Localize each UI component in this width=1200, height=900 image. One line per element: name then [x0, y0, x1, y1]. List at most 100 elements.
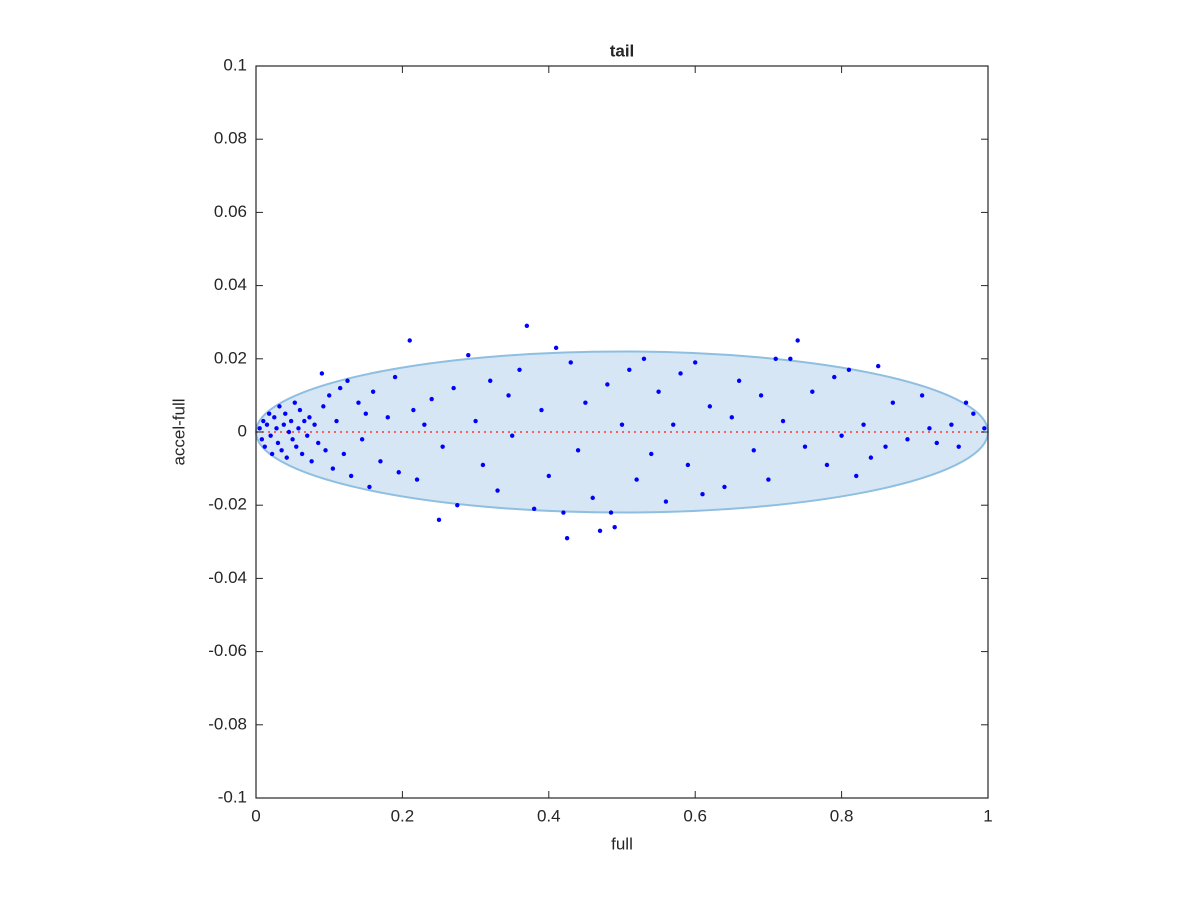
point [795, 338, 800, 343]
y-tick-label: 0.1 [223, 55, 247, 74]
point [288, 418, 294, 424]
point [307, 415, 312, 420]
point [367, 484, 372, 490]
point [286, 429, 292, 435]
point [396, 470, 401, 475]
point [266, 411, 272, 416]
point [531, 506, 537, 512]
point [927, 426, 932, 431]
point [971, 411, 976, 416]
point [334, 418, 339, 424]
point [451, 385, 456, 391]
x-tick-label: 0.2 [391, 806, 415, 825]
point [261, 418, 266, 424]
point [330, 466, 336, 471]
point [296, 426, 301, 431]
point [956, 444, 961, 449]
point [385, 415, 390, 420]
point [824, 462, 830, 468]
point [337, 385, 343, 391]
point [810, 389, 815, 394]
x-tick-label: 1 [983, 806, 992, 825]
point [788, 356, 793, 361]
point [429, 396, 434, 402]
point [473, 418, 478, 424]
point [440, 444, 445, 449]
point [510, 433, 515, 438]
point [269, 451, 275, 457]
y-tick-label: 0.08 [214, 129, 247, 148]
x-tick-label: 0.8 [830, 806, 854, 825]
point [312, 422, 317, 427]
x-tick-label: 0.4 [537, 806, 561, 825]
point [649, 451, 654, 457]
y-tick-label: -0.08 [208, 714, 247, 733]
x-tick-label: 0 [251, 806, 260, 825]
point [890, 400, 896, 405]
y-axis-label: accel-full [169, 398, 188, 465]
point [302, 418, 307, 424]
point [883, 444, 888, 449]
point [663, 499, 669, 504]
point [802, 444, 808, 449]
point [729, 415, 734, 420]
point [982, 426, 987, 431]
point [597, 528, 603, 534]
y-tick-label: 0 [238, 421, 247, 440]
chart-title: tail [610, 41, 635, 60]
point [671, 422, 676, 427]
point [685, 462, 691, 468]
point [363, 411, 368, 416]
y-tick-label: -0.02 [208, 495, 247, 514]
point [370, 389, 376, 394]
point [257, 426, 262, 431]
point [411, 407, 416, 413]
y-tick-label: -0.06 [208, 641, 247, 660]
point [700, 492, 705, 497]
point [506, 393, 511, 398]
point [839, 433, 844, 438]
point [341, 451, 347, 457]
point [316, 440, 321, 446]
point [634, 477, 639, 482]
point [262, 444, 267, 449]
y-tick-label: 0.04 [214, 275, 247, 294]
point [284, 455, 289, 460]
point [392, 374, 398, 380]
point [524, 323, 530, 329]
point [259, 437, 265, 442]
point [846, 367, 852, 372]
point [619, 422, 625, 427]
y-tick-label: 0.02 [214, 348, 247, 367]
point [517, 367, 522, 372]
point [268, 433, 273, 438]
point [359, 437, 365, 442]
point [292, 400, 297, 405]
point [656, 389, 661, 394]
point [678, 371, 683, 376]
point [546, 473, 551, 479]
y-tick-label: -0.04 [208, 568, 247, 587]
point [707, 404, 713, 409]
point [832, 374, 837, 380]
point [934, 440, 939, 446]
point [722, 484, 727, 490]
point [378, 459, 383, 464]
point [868, 455, 874, 460]
point [422, 422, 427, 427]
point [274, 426, 279, 431]
point [319, 371, 325, 376]
point [283, 411, 288, 416]
point [309, 459, 314, 464]
point [561, 510, 566, 515]
point [553, 345, 559, 351]
point [736, 378, 742, 383]
point [539, 407, 544, 413]
point [641, 356, 647, 361]
point [758, 393, 764, 398]
point [564, 535, 570, 541]
point [876, 363, 881, 369]
x-axis-label: full [611, 834, 633, 853]
